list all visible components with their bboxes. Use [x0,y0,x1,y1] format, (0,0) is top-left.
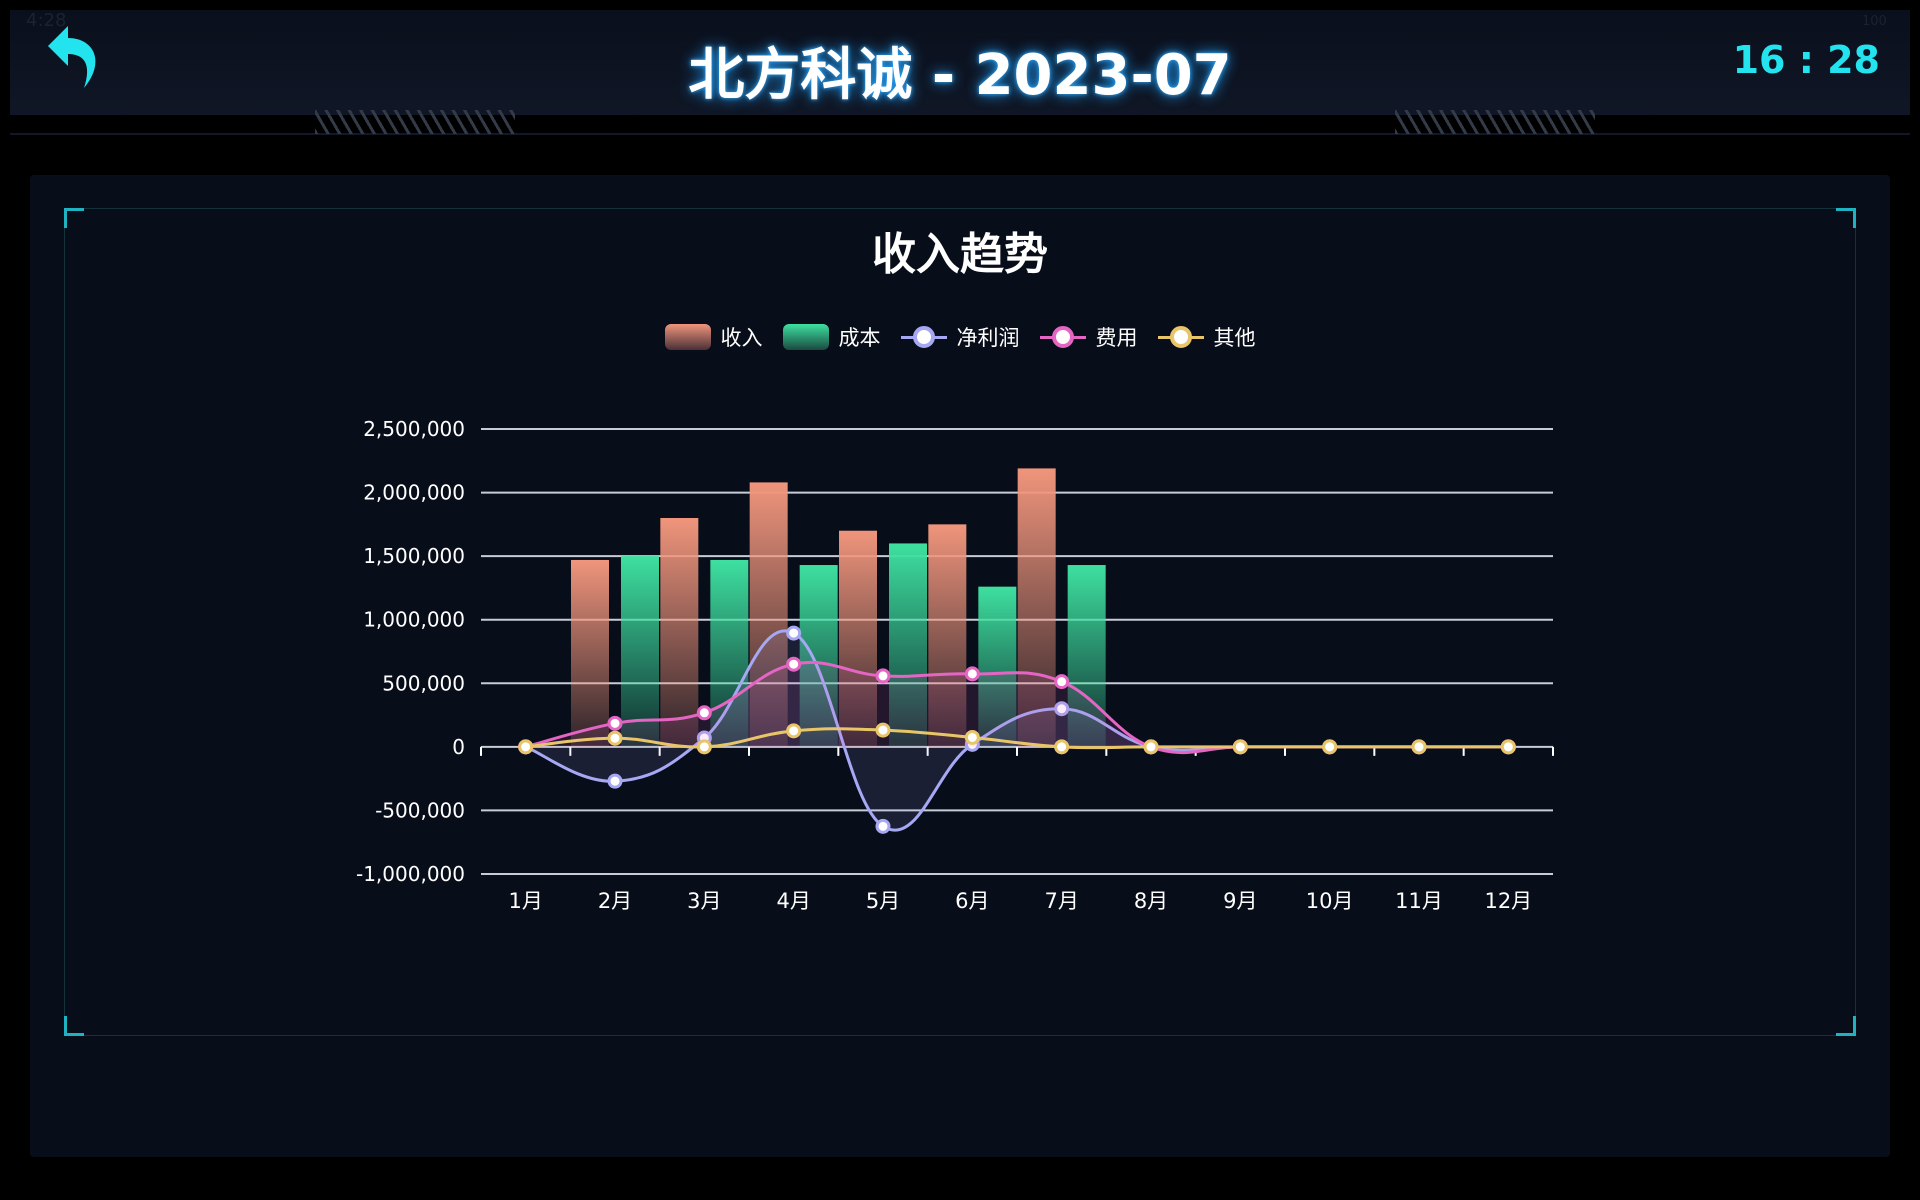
point-net [1054,701,1070,717]
battery-level: 100 [1862,14,1887,29]
chart-title: 收入趋势 [872,229,1048,280]
x-tick-label: 6月 [955,889,989,913]
point-other [1322,739,1338,755]
bar-revenue [928,524,967,747]
y-tick-label: 1,500,000 [363,544,465,568]
point-fee [1054,674,1070,690]
bar-cost [621,556,659,747]
point-fee [696,705,712,721]
point-net [875,818,891,834]
point-fee [964,666,980,682]
legend-swatch [782,324,829,350]
legend-label: 费用 [1095,326,1138,350]
legend-cost[interactable]: 成本 [782,322,881,352]
legend-revenue[interactable]: 收入 [664,322,763,352]
bar-revenue [571,559,609,747]
x-tick-label: 8月 [1134,889,1168,913]
legend-label: 收入 [720,326,763,350]
point-fee [875,668,891,684]
chart-frame [64,208,1856,1036]
legend-swatch [1039,324,1086,350]
bar-revenue [749,482,788,747]
header-hatch-right [1395,110,1595,134]
status-time: 4:28 [26,10,67,31]
bar-revenue [839,530,877,747]
back-arrow-icon [48,26,96,88]
header-hatch-left [315,110,515,134]
bar-cost [889,543,927,747]
x-tick-label: 2月 [598,889,632,913]
y-tick-label: 0 [452,735,465,759]
legend-net[interactable]: 净利润 [900,322,1020,352]
point-net [786,625,802,641]
x-tick-label: 9月 [1223,889,1257,913]
point-other [786,723,802,739]
bar-revenue [660,518,699,747]
back-button[interactable] [44,22,108,94]
point-other [696,739,712,755]
point-fee [786,656,802,672]
frame-corner [64,1016,84,1036]
point-other [607,730,623,746]
y-tick-label: -1,000,000 [356,862,465,886]
area-net [525,630,1509,831]
legend-label: 净利润 [956,326,1020,350]
x-tick-label: 7月 [1044,889,1078,913]
bar-cost [710,559,749,747]
legend-label: 其他 [1213,326,1256,350]
x-tick-label: 5月 [866,889,900,913]
legend-label: 成本 [838,326,881,350]
x-tick-label: 11月 [1395,889,1443,913]
chart-legend: 收入 成本 净利润 费用 其他 [0,322,1920,352]
bar-cost [799,565,838,747]
y-tick-label: -500,000 [375,798,465,822]
y-tick-label: 2,500,000 [363,417,465,441]
legend-swatch [664,324,711,350]
point-other [1500,739,1516,755]
x-tick-label: 1月 [508,889,542,913]
area-fee [525,662,1509,753]
bar-cost [1067,565,1106,747]
frame-corner [1836,1016,1856,1036]
y-tick-label: 500,000 [382,671,465,695]
point-other [518,739,534,755]
x-tick-label: 3月 [687,889,721,913]
frame-corner [64,208,84,228]
legend-swatch [1157,324,1204,350]
y-tick-label: 1,000,000 [363,608,465,632]
point-other [1143,739,1159,755]
legend-other[interactable]: 其他 [1157,322,1256,352]
y-tick-label: 2,000,000 [363,481,465,505]
point-other [1232,739,1248,755]
clock: 16 : 28 [1732,38,1880,82]
bar-revenue [1017,468,1056,747]
point-other [964,729,980,745]
frame-corner [1836,208,1856,228]
point-other [1054,739,1070,755]
legend-fee[interactable]: 费用 [1039,322,1138,352]
x-tick-label: 12月 [1484,889,1532,913]
point-fee [607,715,623,731]
point-other [875,722,891,738]
line-other [525,727,1509,750]
x-tick-label: 4月 [776,889,810,913]
point-net [607,773,623,789]
legend-swatch [900,324,947,350]
point-other [1411,739,1427,755]
x-tick-label: 10月 [1306,889,1354,913]
page-title: 北方科诚 - 2023-07 [688,43,1232,108]
